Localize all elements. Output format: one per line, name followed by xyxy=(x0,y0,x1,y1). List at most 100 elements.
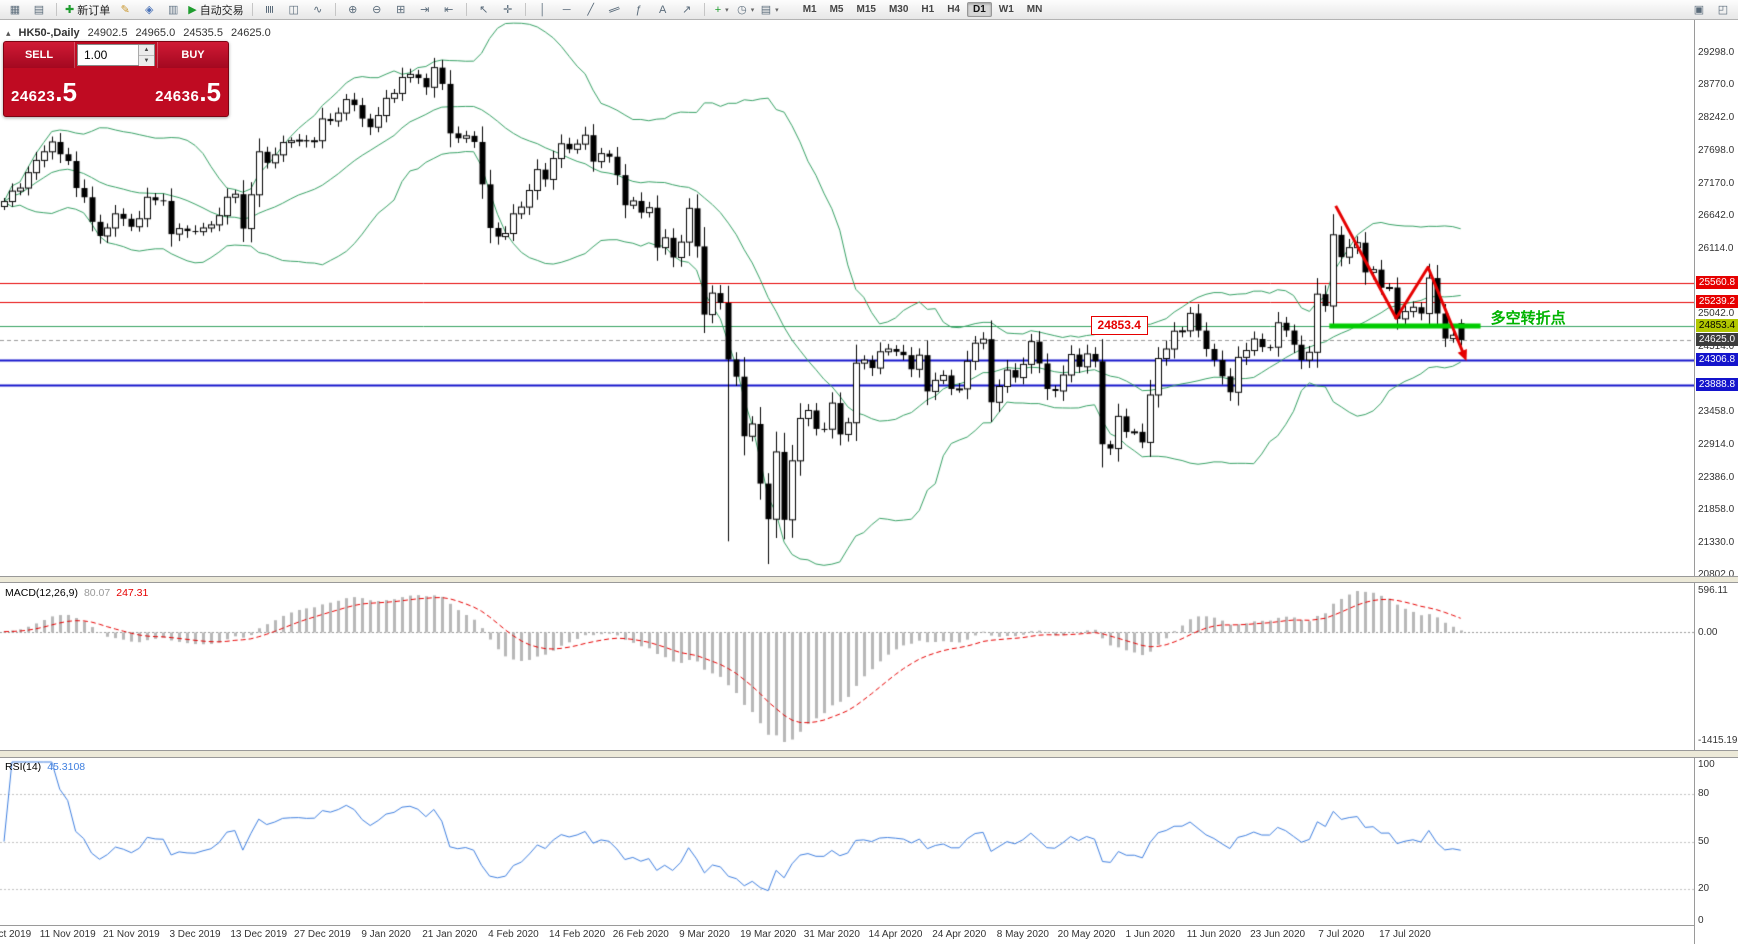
text-tool-icon[interactable]: A xyxy=(652,2,674,18)
date-axis-label: 9 Mar 2020 xyxy=(679,929,730,940)
rsi-axis-tick: 20 xyxy=(1698,883,1710,895)
autotrade-button: ▶ xyxy=(188,4,197,16)
timeframe-d1[interactable]: D1 xyxy=(967,2,992,17)
sell-price-int: 24623 xyxy=(11,88,56,105)
rsi-indicator-panel[interactable] xyxy=(0,758,1694,925)
arrange-windows-icon[interactable]: ▣ xyxy=(1693,4,1705,16)
macd-axis-max: 596.11 xyxy=(1698,585,1728,596)
bar-chart-icon[interactable]: ≣ xyxy=(259,2,281,18)
new-chart-icon[interactable]: ▦ xyxy=(4,2,26,18)
profiles-icon[interactable]: ▤ xyxy=(28,2,50,18)
candlestick-icon[interactable]: ◫ xyxy=(283,2,305,18)
price-line-tag: 25560.8 xyxy=(1696,275,1738,289)
sell-price[interactable]: 24623 .5 xyxy=(11,79,77,105)
auto-scroll-icon[interactable]: ⇥ xyxy=(414,2,436,18)
buy-button[interactable]: BUY xyxy=(157,42,228,68)
navigator-icon: ◈ xyxy=(144,4,154,16)
fibonacci-icon[interactable]: ƒ xyxy=(628,2,650,18)
timeframe-m5[interactable]: M5 xyxy=(829,4,844,15)
sell-button[interactable]: SELL xyxy=(4,42,75,68)
rsi-axis-tick: 100 xyxy=(1698,759,1715,770)
price-axis-tick: 21858.0 xyxy=(1698,504,1735,516)
metaeditor-icon[interactable]: ✎ xyxy=(114,2,136,18)
buy-price[interactable]: 24636 .5 xyxy=(155,79,221,105)
macd-axis-min: -1415.19 xyxy=(1698,735,1738,746)
cursor-icon[interactable]: ↖ xyxy=(473,2,495,18)
timeframe-toolbar: M1 M5 M15 M30 H1 H4 D1 W1 MN xyxy=(797,2,1049,17)
toolbar-separator xyxy=(334,3,336,16)
horizontal-line-icon[interactable]: ─ xyxy=(556,2,578,18)
timeframe-mn[interactable]: MN xyxy=(1026,4,1043,15)
date-axis-label: 9 Jan 2020 xyxy=(361,929,411,940)
price-line-tag: 25239.2 xyxy=(1696,295,1738,309)
timeframe-h1[interactable]: H1 xyxy=(921,4,935,15)
macd-axis-zero: 0.00 xyxy=(1698,626,1718,638)
toolbar-right-icons: ▣ ◰ xyxy=(1688,2,1734,18)
chart-shift-icon[interactable]: ⇤ xyxy=(438,2,460,18)
tile-windows-icon[interactable]: ⊞ xyxy=(390,2,412,18)
navigator-icon[interactable]: ◈ xyxy=(138,2,160,18)
terminal-icon[interactable]: ▥ xyxy=(162,2,184,18)
arrow-tool-icon[interactable]: ↗ xyxy=(676,2,698,18)
main-chart[interactable] xyxy=(0,20,1694,576)
zoom-in-icon[interactable]: ⊕ xyxy=(342,2,364,18)
price-axis-tick: 27698.0 xyxy=(1698,145,1735,157)
sell-price-big-digit: .5 xyxy=(55,77,77,107)
timeframe-h4[interactable]: H4 xyxy=(947,4,960,15)
horizontal-line-icon: ─ xyxy=(562,3,571,16)
periods-icon[interactable]: ◷ ▾ xyxy=(735,2,757,18)
volume-down-icon[interactable]: ▼ xyxy=(139,56,154,66)
date-axis-label: 21 Jan 2020 xyxy=(422,929,478,940)
volume-value[interactable]: 1.00 xyxy=(84,48,108,62)
date-axis-label: 24 Apr 2020 xyxy=(932,929,987,940)
price-axis[interactable]: 596.11 0.00 -1415.19 29298.0 28770.0 28242… xyxy=(1694,0,1738,944)
chevron-down-icon: ▾ xyxy=(750,6,755,14)
date-axis-label: 27 Dec 2019 xyxy=(294,929,351,940)
chart-shift-icon: ⇤ xyxy=(444,4,454,16)
fullscreen-icon[interactable]: ◰ xyxy=(1717,4,1729,16)
crosshair-icon[interactable]: ✛ xyxy=(497,2,519,18)
channel-icon[interactable]: ∥ xyxy=(604,2,626,18)
toolbar-separator xyxy=(524,3,526,16)
timeframe-m30[interactable]: M30 xyxy=(888,4,909,15)
macd-indicator-panel[interactable] xyxy=(0,583,1694,750)
volume-up-icon[interactable]: ▲ xyxy=(139,45,154,56)
zoom-out-icon: ⊖ xyxy=(372,4,382,16)
volume-stepper[interactable]: 1.00 ▲ ▼ xyxy=(77,44,155,66)
timeframe-m15[interactable]: M15 xyxy=(856,4,876,15)
price-line-tag: 24853.4 xyxy=(1696,319,1738,333)
date-axis[interactable]: 30 Oct 2019 11 Nov 2019 21 Nov 2019 3 Dec 2… xyxy=(0,925,1694,944)
symbol-period-label: HK50-,Daily xyxy=(18,27,80,39)
panel-separator[interactable] xyxy=(0,576,1738,583)
new-order-button-label: 新订单 xyxy=(77,4,111,17)
trendline-icon[interactable]: ╱ xyxy=(580,2,602,18)
macd-main-value: 80.07 xyxy=(83,587,111,599)
toolbar-separator xyxy=(56,3,57,16)
indicators-icon[interactable]: + ▾ xyxy=(711,2,733,18)
new-order-button[interactable]: ✚ 新订单 xyxy=(63,2,112,18)
vertical-line-icon[interactable]: │ xyxy=(532,2,554,18)
price-axis-tick: 28242.0 xyxy=(1698,111,1735,123)
rsi-value: 45.3108 xyxy=(47,761,86,773)
panel-separator[interactable] xyxy=(0,750,1738,758)
turning-point-annotation[interactable]: 多空转折点 xyxy=(1490,310,1566,328)
line-chart-icon[interactable]: ∿ xyxy=(307,2,329,18)
macd-label: MACD(12,26,9) xyxy=(5,587,78,599)
auto-scroll-icon: ⇥ xyxy=(420,4,430,16)
autotrade-button[interactable]: ▶ 自动交易 xyxy=(186,2,245,18)
zoom-out-icon[interactable]: ⊖ xyxy=(366,2,388,18)
ohlc-low: 24535.5 xyxy=(183,27,223,39)
templates-icon[interactable]: ▤ ▾ xyxy=(759,2,781,18)
price-axis-tick: 26642.0 xyxy=(1698,210,1735,222)
timeframe-w1[interactable]: W1 xyxy=(998,4,1014,15)
date-axis-label: 26 Feb 2020 xyxy=(612,929,669,940)
price-axis-tick: 23458.0 xyxy=(1698,405,1735,417)
timeframe-m1[interactable]: M1 xyxy=(802,4,817,15)
date-axis-label: 14 Apr 2020 xyxy=(868,929,923,940)
ohlc-close: 24625.0 xyxy=(230,27,271,39)
one-click-toggle[interactable]: ▴ xyxy=(6,27,11,38)
new-chart-icon: ▦ xyxy=(9,4,21,16)
vertical-line-icon: │ xyxy=(539,3,547,16)
chevron-down-icon: ▾ xyxy=(775,6,779,14)
price-annotation-label[interactable]: 24853.4 xyxy=(1090,316,1148,336)
